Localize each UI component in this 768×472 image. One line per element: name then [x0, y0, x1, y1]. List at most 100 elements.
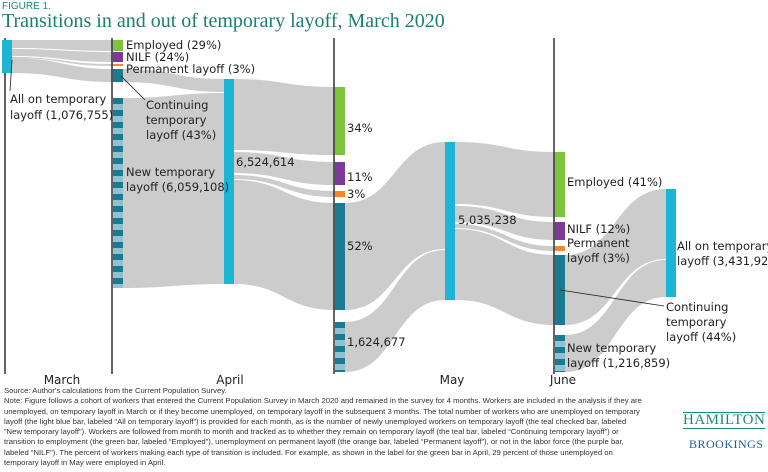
- april-total-bar: [224, 79, 234, 284]
- new-temporary-layoff-segment: [555, 353, 565, 359]
- april-nilf-bar: [113, 52, 123, 62]
- notes: Source: Author's calculations from the C…: [4, 386, 644, 468]
- new-temporary-layoff-segment: [113, 176, 123, 182]
- flow-may-employed: [455, 142, 555, 217]
- new-temporary-layoff-segment: [335, 370, 345, 372]
- june-total-label-2: layoff (3,431,921): [677, 254, 768, 268]
- new-temporary-layoff-segment: [113, 134, 123, 140]
- flow-march-permanent: [12, 57, 113, 66]
- may-employed-label: 34%: [347, 121, 373, 135]
- new-temporary-layoff-segment: [113, 272, 123, 278]
- new-temporary-layoff-segment: [113, 170, 123, 176]
- new-temporary-layoff-segment: [113, 152, 123, 158]
- new-temporary-layoff-segment: [113, 284, 123, 288]
- new-temporary-layoff-segment: [555, 365, 565, 371]
- hamilton-project-logo: HAMILTON: [683, 412, 766, 429]
- flow-april-continuing-to-total: [123, 69, 224, 92]
- month-label-june: June: [549, 373, 576, 387]
- april-employed-label: Employed (29%): [126, 38, 221, 52]
- april-new-bar: [113, 98, 123, 288]
- sankey-chart: All on temporary layoff (1,076,755) Empl…: [2, 38, 768, 387]
- new-temporary-layoff-segment: [335, 340, 345, 346]
- march-all-bar: [2, 40, 12, 73]
- leader-line-march: [9, 59, 13, 92]
- source-note: Source: Author's calculations from the C…: [4, 386, 227, 395]
- brookings-logo: BROOKINGS: [689, 437, 764, 451]
- flow-april-permanent: [233, 175, 335, 197]
- figure-note: Note: Figure follows a cohort of workers…: [4, 396, 642, 468]
- may-continuing-bar: [335, 203, 345, 310]
- flow-april-continuing: [233, 180, 335, 310]
- new-temporary-layoff-segment: [555, 347, 565, 353]
- april-nilf-label: NILF (24%): [126, 50, 189, 64]
- march-all-label-1: All on temporary: [10, 92, 107, 106]
- flow-march-employed: [12, 40, 113, 51]
- new-temporary-layoff-segment: [113, 98, 123, 104]
- may-total-label: 5,035,238: [458, 213, 517, 227]
- new-temporary-layoff-segment: [113, 188, 123, 194]
- new-temporary-layoff-segment: [113, 206, 123, 212]
- june-continuing-label-2: temporary: [666, 315, 727, 329]
- new-temporary-layoff-segment: [335, 364, 345, 370]
- june-new-label-1: New temporary: [567, 341, 656, 355]
- new-temporary-layoff-segment: [113, 224, 123, 230]
- figure-label: FIGURE 1.: [2, 1, 51, 12]
- june-new-label-2: layoff (1,216,859): [567, 356, 670, 370]
- april-new-label-2: layoff (6,059,108): [126, 180, 229, 194]
- new-temporary-layoff-segment: [113, 248, 123, 254]
- new-temporary-layoff-segment: [113, 218, 123, 224]
- new-temporary-layoff-segment: [113, 140, 123, 146]
- april-permanent-label: Permanent layoff (3%): [126, 62, 255, 76]
- june-total-label-1: All on temporary: [677, 239, 768, 253]
- june-permanent-label-2: layoff (3%): [567, 251, 630, 265]
- april-continuing-label-2: temporary: [146, 113, 207, 127]
- new-temporary-layoff-segment: [335, 328, 345, 334]
- may-total-bar: [445, 142, 455, 300]
- new-temporary-layoff-segment: [113, 266, 123, 272]
- new-temporary-layoff-segment: [113, 104, 123, 110]
- new-temporary-layoff-segment: [113, 260, 123, 266]
- new-temporary-layoff-segment: [335, 322, 345, 328]
- new-temporary-layoff-segment: [555, 335, 565, 341]
- new-temporary-layoff-segment: [335, 334, 345, 340]
- month-label-april: April: [216, 373, 243, 387]
- june-permanent-bar: [555, 246, 565, 251]
- april-total-label: 6,524,614: [236, 155, 295, 169]
- new-temporary-layoff-segment: [113, 230, 123, 236]
- april-continuing-label-1: Continuing: [146, 98, 208, 112]
- flow-april-employed: [233, 79, 335, 155]
- flow-march-continuing: [12, 58, 113, 82]
- april-permanent-bar: [113, 64, 123, 66]
- new-temporary-layoff-segment: [113, 212, 123, 218]
- flow-june-continuing-to-total: [565, 189, 666, 325]
- chart-title: Transitions in and out of temporary layo…: [2, 10, 445, 32]
- may-continuing-label: 52%: [347, 239, 373, 253]
- month-label-march: March: [44, 373, 81, 387]
- flow-june-new-to-total: [565, 260, 666, 372]
- flow-april-new-to-total: [123, 93, 224, 288]
- june-permanent-label-1: Permanent: [567, 236, 630, 250]
- may-new-bar: [335, 322, 345, 372]
- new-temporary-layoff-segment: [113, 116, 123, 122]
- june-employed-label: Employed (41%): [567, 175, 662, 189]
- new-temporary-layoff-segment: [555, 371, 565, 372]
- flow-april-nilf: [233, 152, 335, 185]
- flow-march-nilf: [12, 49, 113, 62]
- new-temporary-layoff-segment: [113, 122, 123, 128]
- may-nilf-label: 11%: [347, 170, 373, 184]
- june-continuing-label-3: layoff (44%): [666, 330, 736, 344]
- new-temporary-layoff-segment: [335, 358, 345, 364]
- new-temporary-layoff-segment: [113, 278, 123, 284]
- june-new-bar: [555, 335, 565, 372]
- june-total-bar: [666, 189, 676, 297]
- flow-may-new-to-total: [345, 250, 445, 372]
- new-temporary-layoff-segment: [113, 110, 123, 116]
- new-temporary-layoff-segment: [555, 359, 565, 365]
- new-temporary-layoff-segment: [555, 341, 565, 347]
- new-temporary-layoff-segment: [113, 158, 123, 164]
- flow-may-permanent: [455, 224, 555, 251]
- april-employed-bar: [113, 40, 123, 51]
- new-temporary-layoff-segment: [113, 182, 123, 188]
- new-temporary-layoff-segment: [113, 128, 123, 134]
